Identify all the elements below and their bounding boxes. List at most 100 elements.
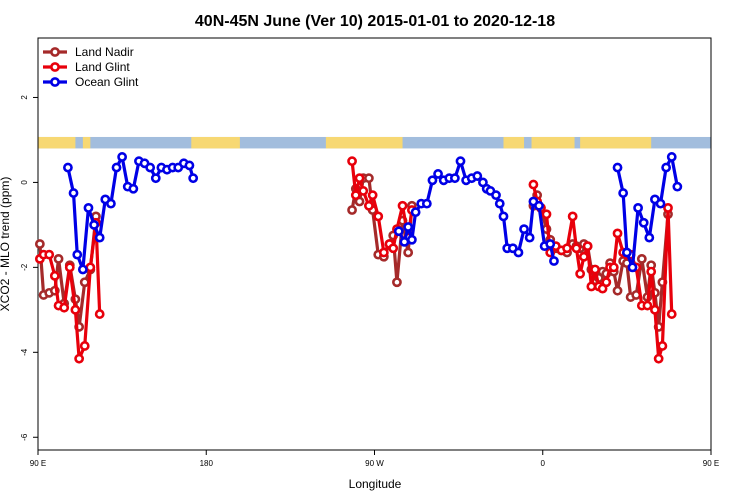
legend-marker [50,77,60,87]
x-tick-label: 90 E [30,459,46,468]
data-point [650,304,660,315]
legend-label: Ocean Glint [75,75,139,89]
x-tick-label: 90 E [703,459,719,468]
data-point [433,169,443,179]
x-tick-label: 90 W [365,459,384,468]
land-strip-segment [191,136,240,149]
data-point [601,277,612,288]
data-point [72,249,83,260]
data-point [666,152,677,162]
data-point [145,162,156,173]
data-point [672,181,683,192]
data-point [421,198,432,209]
data-point [64,262,75,273]
data-point [49,270,60,281]
data-point [367,190,378,201]
data-point [633,202,643,213]
data-point [77,264,88,275]
data-point [363,173,374,184]
data-point [410,207,421,218]
data-point [388,243,399,254]
data-point [403,222,414,232]
data-point [590,264,600,275]
data-point [636,253,647,264]
data-point [350,190,361,201]
data-point [68,188,79,198]
y-axis-label: XCO2 - MLO trend (ppm) [0,177,12,312]
data-point [59,302,70,313]
data-point [403,247,414,258]
data-point [79,341,90,351]
data-point [79,277,90,288]
data-point [358,186,369,196]
data-point [567,211,578,222]
data-point [612,162,623,173]
land-strip-segment [503,136,525,149]
data-point [655,198,666,209]
data-point [392,277,402,288]
legend-marker [50,47,60,57]
x-axis-label: Longitude [349,477,402,491]
data-point [578,251,589,262]
data-point [608,262,619,273]
data-point [638,217,649,228]
data-point [646,266,657,277]
data-point [534,200,544,211]
data-point [612,228,623,239]
data-point [653,353,664,364]
data-point [644,232,655,243]
data-point [528,179,539,190]
data-point [83,202,94,213]
data-point [545,239,556,249]
data-point [94,309,105,319]
data-point [661,162,672,173]
data-point [549,256,559,266]
data-point [363,200,374,211]
series-line [66,155,195,272]
data-point [582,241,593,252]
data-point [347,205,357,215]
data-point [571,243,582,254]
data-point [106,198,116,209]
legend-label: Land Glint [75,60,130,74]
data-point [627,262,638,273]
data-point [53,253,64,264]
legend-marker [50,62,60,72]
data-point [642,300,653,311]
data-point [519,224,529,235]
legend-label: Land Nadir [75,45,134,59]
data-point [472,171,483,181]
data-point [85,262,96,273]
y-tick-label: 2 [20,95,29,100]
data-point [34,239,45,249]
land-strip-segment [82,136,91,149]
data-point [184,160,195,171]
y-tick-label: -6 [20,433,29,441]
data-point [393,226,404,237]
y-tick-label: -4 [20,348,29,356]
land-strip-segment [38,136,76,149]
data-point [74,353,85,364]
land-strip-segment [580,136,652,149]
data-point [117,152,128,162]
x-tick-label: 0 [541,459,546,468]
land-strip-segment [531,136,575,149]
data-point [397,200,408,211]
data-point [150,173,161,184]
data-point [44,249,55,260]
land-strip-segment [325,136,403,149]
y-tick-label: 0 [20,180,29,185]
data-point [347,156,357,167]
data-point [354,173,365,184]
data-point [494,198,505,209]
data-point [541,209,552,220]
data-point [378,247,389,258]
data-point [498,211,509,222]
data-point [562,243,572,254]
series-ocean-glint [63,152,683,275]
data-point [621,247,632,258]
plot-area: 90 E 180 90 W 0 90 E -6 -4 -2 0 2 [20,37,719,468]
data-point [63,162,73,173]
